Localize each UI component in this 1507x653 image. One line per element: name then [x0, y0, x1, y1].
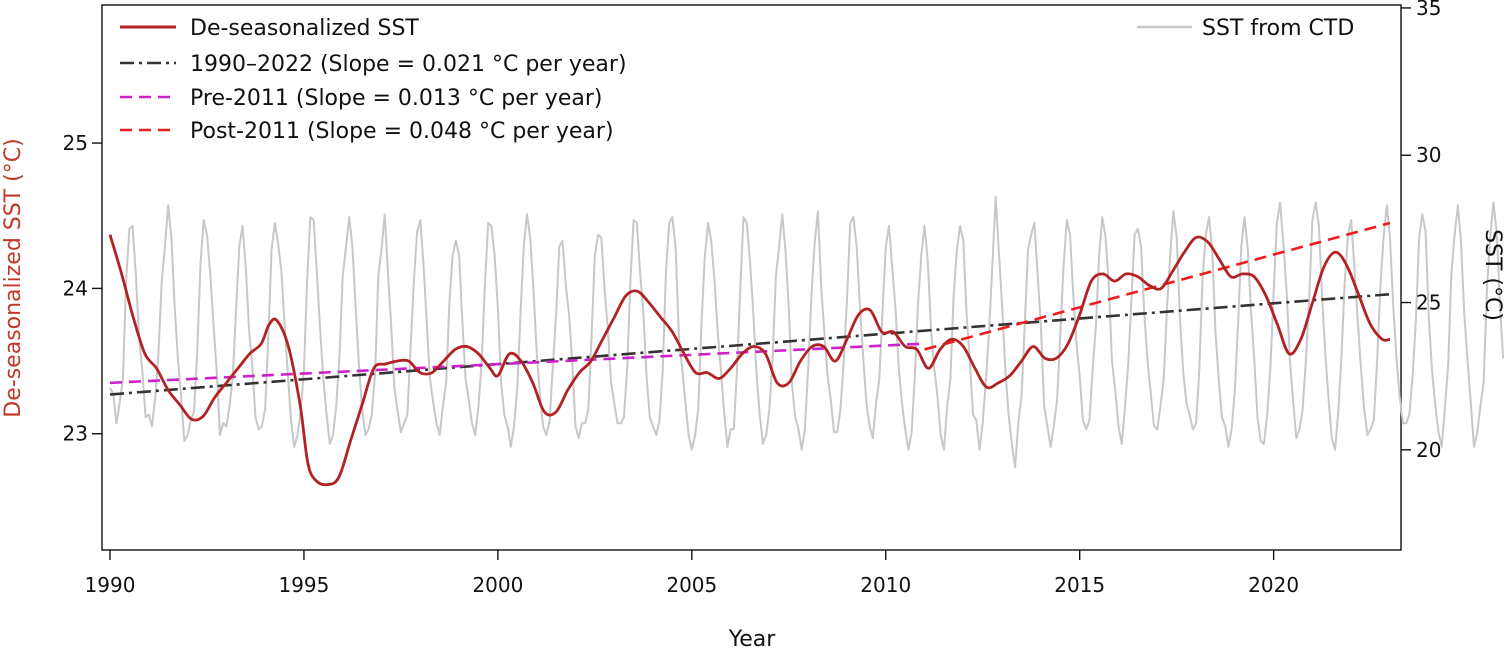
y-axis-right-title: SST (°C): [1480, 229, 1505, 321]
legend-label-trend-post: Post-2011 (Slope = 0.048 °C per year): [190, 119, 614, 144]
y-axis-right: 20 25 30 35: [1401, 0, 1441, 462]
x-tick-label-2015: 2015: [1054, 573, 1105, 597]
legend-right: SST from CTD: [1137, 16, 1354, 41]
y-axis-left: 23 24 25: [63, 131, 102, 446]
y-right-tick-label-20: 20: [1416, 438, 1441, 462]
x-tick-label-1995: 1995: [278, 573, 329, 597]
x-axis-title: Year: [728, 627, 777, 652]
x-tick-label-2000: 2000: [472, 573, 523, 597]
y-right-tick-label-30: 30: [1416, 143, 1441, 167]
x-axis: 1990 1995 2000 2005 2010 2015 2020: [85, 550, 1299, 597]
x-tick-label-2010: 2010: [860, 573, 911, 597]
legend-left: De-seasonalized SST 1990–2022 (Slope = 0…: [120, 16, 627, 144]
x-tick-label-1990: 1990: [85, 573, 136, 597]
y-left-tick-label-23: 23: [63, 422, 88, 446]
y-right-tick-label-25: 25: [1416, 291, 1441, 315]
y-left-tick-label-25: 25: [63, 131, 88, 155]
y-right-tick-label-35: 35: [1416, 0, 1441, 20]
ctd-series-line: [109, 195, 1505, 469]
legend-label-trend-pre: Pre-2011 (Slope = 0.013 °C per year): [190, 86, 602, 111]
x-tick-label-2005: 2005: [666, 573, 717, 597]
trend-line-pre-2011: [109, 342, 925, 385]
deseasonalized-sst-line: [108, 234, 1391, 487]
trend-line-1990-2022: [109, 292, 1391, 396]
legend-label-trend-all: 1990–2022 (Slope = 0.021 °C per year): [190, 52, 627, 77]
legend-label-ctd: SST from CTD: [1202, 16, 1354, 41]
y-left-tick-label-24: 24: [63, 276, 88, 300]
trend-lines-layer: [109, 221, 1391, 396]
ctd-series-layer: [109, 195, 1505, 469]
y-axis-left-title: De-seasonalized SST (°C): [1, 138, 26, 417]
trend-line-post-2011: [924, 221, 1391, 351]
plot-frame: [101, 4, 1402, 551]
deseasonalized-series-layer: [108, 234, 1391, 487]
legend-label-deseasonalized: De-seasonalized SST: [190, 16, 419, 41]
x-tick-label-2020: 2020: [1248, 573, 1299, 597]
